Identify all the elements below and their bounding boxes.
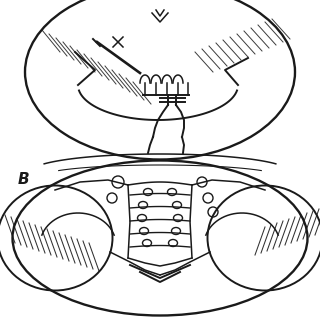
Text: B: B bbox=[18, 172, 30, 187]
